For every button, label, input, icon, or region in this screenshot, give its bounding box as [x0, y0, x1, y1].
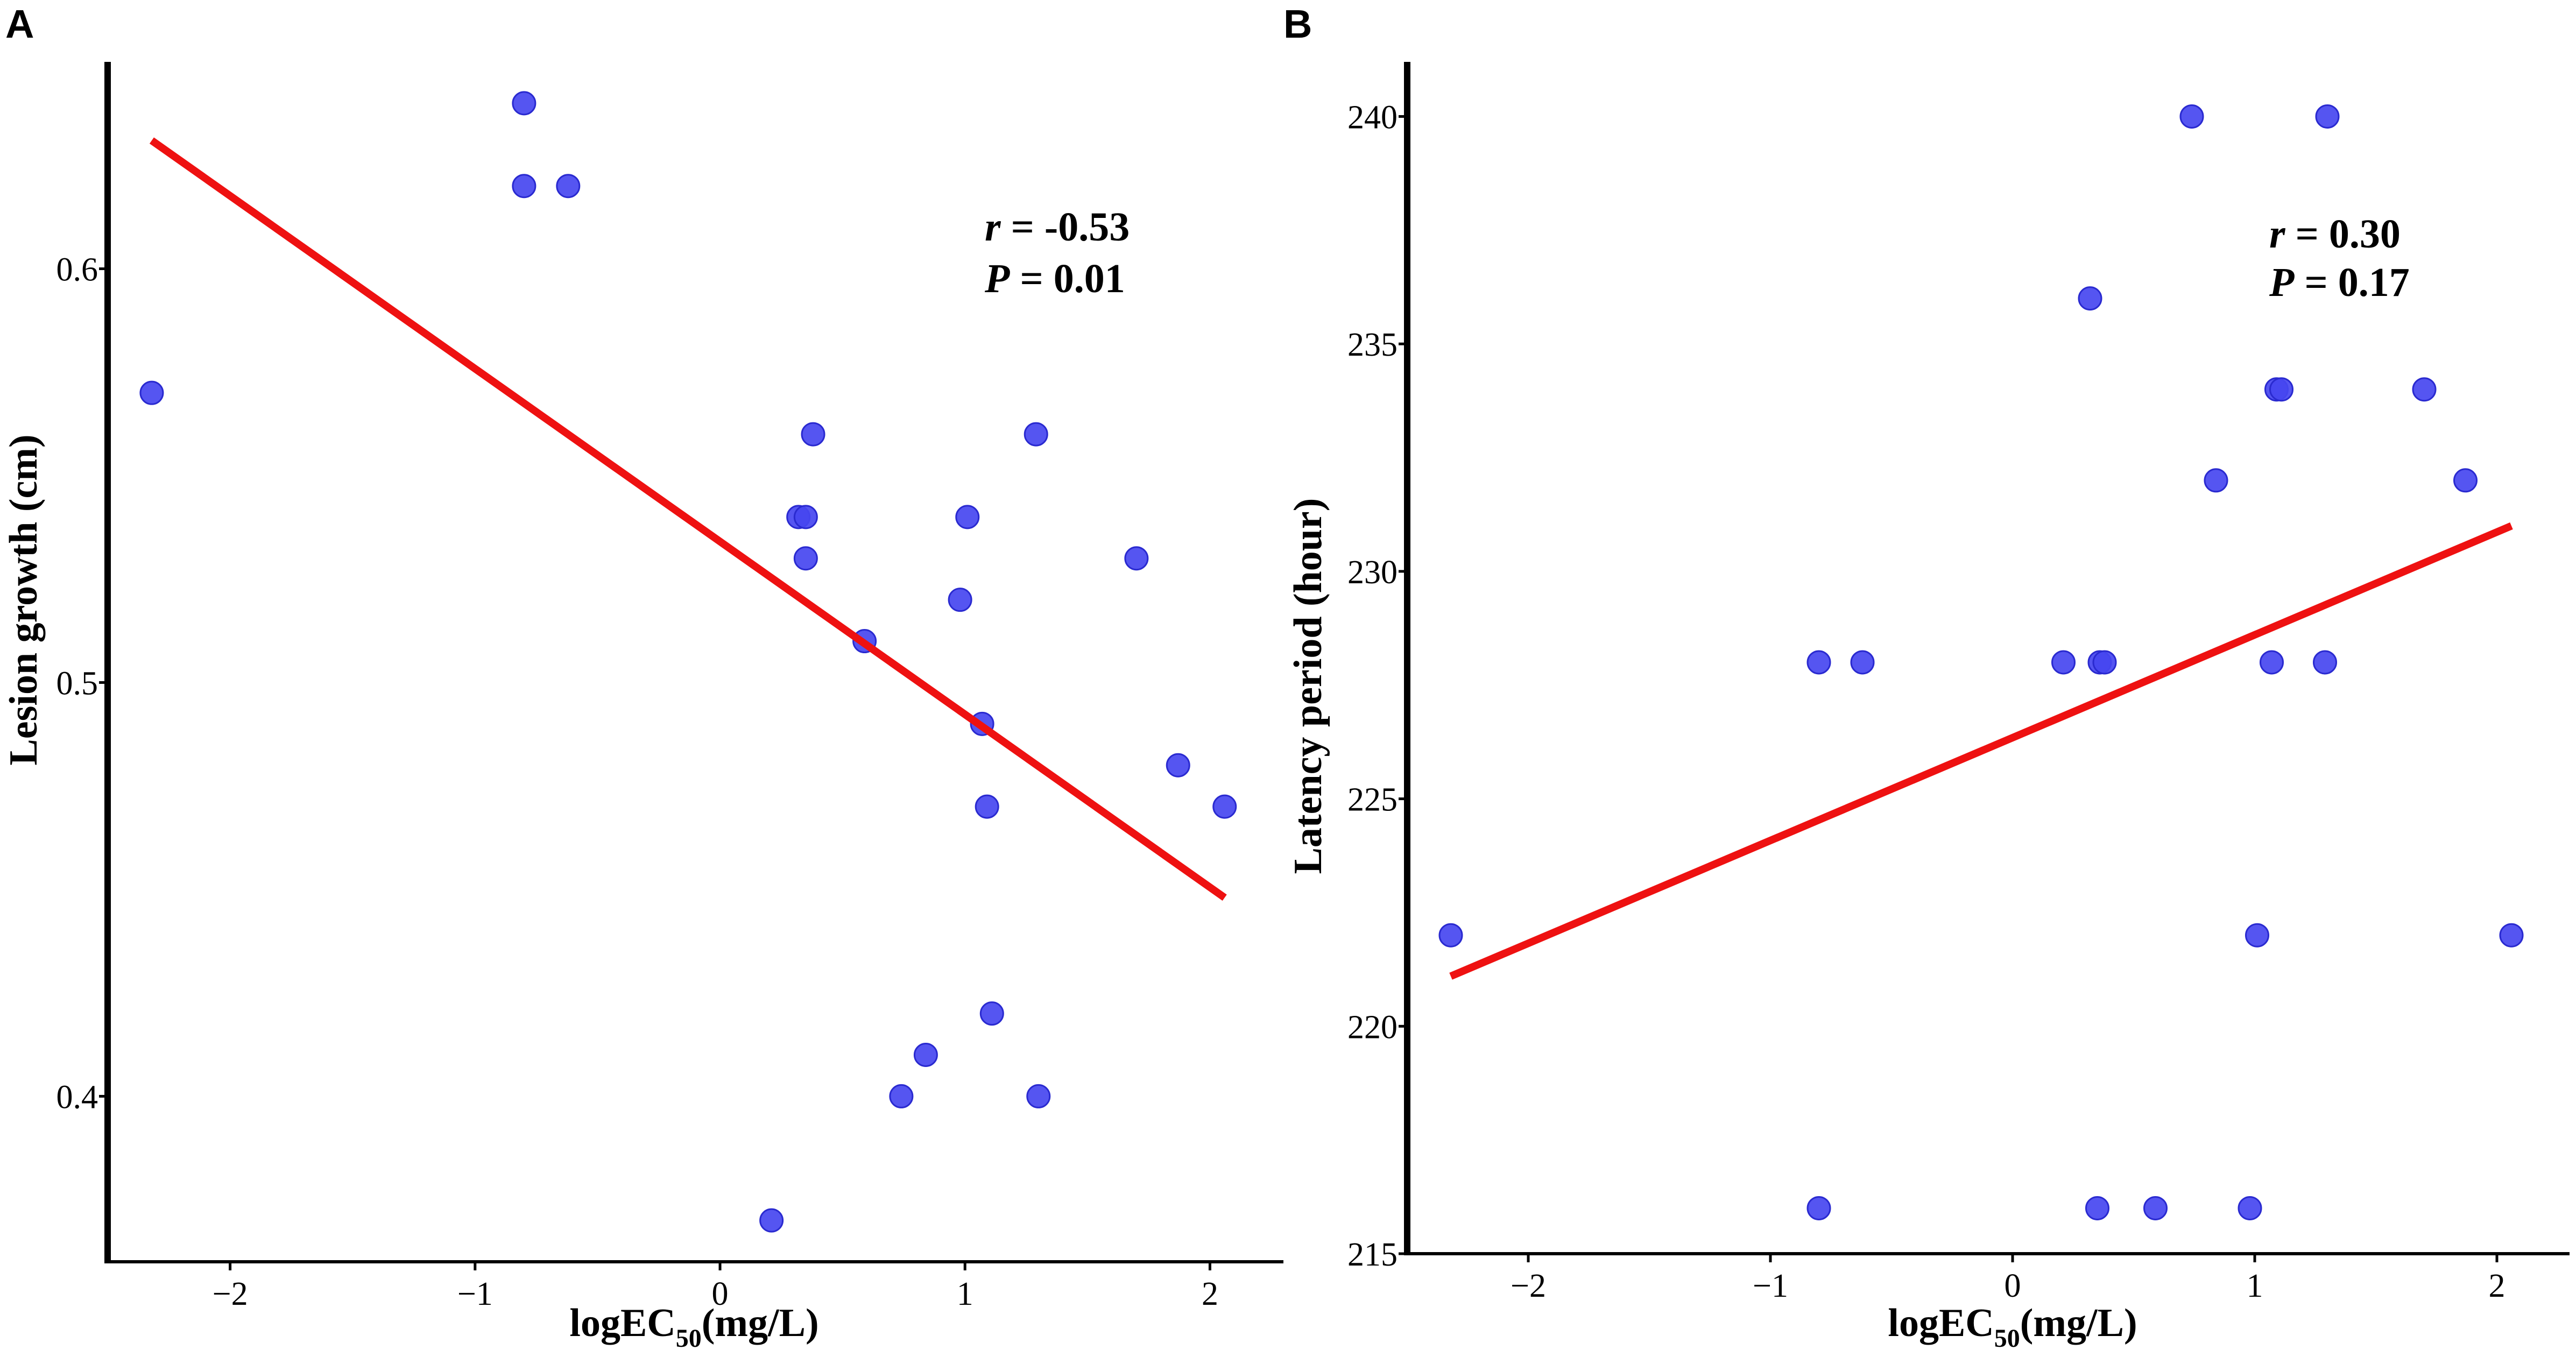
y-tick-label: 0.5: [57, 665, 98, 702]
regression-line: [1449, 522, 2513, 980]
x-tick-label: 0: [2005, 1268, 2021, 1304]
panel-b-p-label: P: [2269, 260, 2295, 305]
y-tick-label: 215: [1347, 1236, 1398, 1273]
y-tick-label: 230: [1347, 554, 1398, 591]
panel-b-ticks: −2 −1 0 1 2 215 220 225 230 235 240: [1347, 99, 2506, 1304]
x-tick-label: −1: [1753, 1268, 1788, 1304]
x-tick-label: −1: [457, 1276, 493, 1312]
panel-a-r-label: r: [985, 204, 1001, 250]
data-point: [1026, 1084, 1051, 1108]
data-point: [955, 505, 980, 529]
y-tick-label: 220: [1347, 1009, 1398, 1045]
panel-b-r-value: = 0.30: [2285, 211, 2401, 257]
data-point: [948, 588, 972, 612]
panel-b-ylabel: Latency period (hour): [1286, 498, 1330, 874]
data-point: [1166, 753, 1190, 778]
panel-a-fit: [149, 137, 1227, 901]
panel-a-xlabel-main: logEC: [569, 1301, 675, 1345]
data-point: [1850, 650, 1875, 675]
data-point: [801, 422, 825, 447]
data-point: [512, 91, 537, 116]
panel-b-plot-area: [1404, 62, 2570, 1255]
panel-b-xlabel-sub: 50: [1994, 1324, 2020, 1353]
panel-b-xlabel: logEC50(mg/L): [1888, 1301, 2137, 1353]
panel-b-xlabel-main: logEC: [1888, 1301, 1994, 1345]
data-point: [1806, 650, 1831, 675]
data-point: [1438, 923, 1463, 948]
panel-a-xlabel-sub: 50: [676, 1324, 702, 1353]
regression-line: [149, 137, 1227, 901]
y-tick-label: 0.6: [57, 251, 98, 288]
data-point: [2260, 650, 2284, 675]
data-point: [2078, 286, 2102, 311]
y-tick-label: 225: [1347, 782, 1398, 818]
data-point: [2499, 923, 2524, 948]
panel-b-letter: B: [1283, 2, 1312, 46]
x-tick-label: −2: [213, 1276, 248, 1312]
data-point: [913, 1043, 938, 1068]
panel-a-letter: A: [5, 2, 34, 46]
data-point: [2269, 377, 2293, 402]
x-tick-label: 2: [2489, 1268, 2506, 1304]
data-point: [759, 1208, 784, 1233]
data-point: [2313, 650, 2337, 675]
data-point: [793, 505, 818, 529]
data-point: [2092, 650, 2117, 675]
data-point: [2051, 650, 2076, 675]
data-point: [1212, 794, 1237, 819]
data-point: [1024, 422, 1048, 447]
y-tick-label: 0.4: [57, 1079, 98, 1115]
x-tick-label: 2: [1202, 1276, 1218, 1312]
data-point: [556, 174, 581, 199]
data-point: [889, 1084, 914, 1108]
panel-a-plot-area: [104, 62, 1283, 1263]
data-point: [2453, 468, 2478, 493]
panel-b-xlabel-unit: (mg/L): [2020, 1301, 2137, 1345]
data-point: [2143, 1196, 2168, 1220]
data-point: [139, 380, 164, 405]
panel-b-latency-period: B −2 −1 0 1 2 215 220 225 230 235 240 Latency peri…: [1283, 2, 2570, 1353]
panel-a-lesion-growth: A −2 −1 0 1 2 0.4 0.5 0.6 Lesion growth (cm) lo…: [2, 2, 1283, 1353]
x-tick-label: 1: [2247, 1268, 2263, 1304]
panel-b-points: [1438, 104, 2524, 1220]
data-point: [2315, 104, 2340, 129]
panel-b-p-stat: P = 0.17: [2269, 260, 2410, 305]
data-point: [2412, 377, 2437, 402]
y-tick-label: 240: [1347, 99, 1398, 136]
panel-a-points: [139, 91, 1237, 1233]
panel-b-p-value: = 0.17: [2294, 260, 2409, 305]
data-point: [979, 1001, 1004, 1026]
panel-a-r-value: = -0.53: [1001, 204, 1130, 250]
panel-a-p-value: = 0.01: [1010, 256, 1125, 301]
panel-b-r-stat: r = 0.30: [2269, 211, 2401, 257]
panel-a-p-label: P: [984, 256, 1010, 301]
data-point: [2085, 1196, 2109, 1220]
panel-a-xlabel: logEC50(mg/L): [569, 1301, 818, 1353]
data-point: [2238, 1196, 2262, 1220]
panel-a-ylabel: Lesion growth (cm): [2, 434, 46, 765]
data-point: [512, 174, 537, 199]
data-point: [2179, 104, 2204, 129]
data-point: [975, 794, 999, 819]
data-point: [1124, 546, 1149, 571]
y-tick-label: 235: [1347, 327, 1398, 363]
panel-a-xlabel-unit: (mg/L): [702, 1301, 819, 1345]
panel-b-r-label: r: [2269, 211, 2286, 257]
data-point: [2204, 468, 2228, 493]
data-point: [2245, 923, 2269, 948]
panel-a-r-stat: r = -0.53: [985, 204, 1130, 250]
data-point: [793, 546, 818, 571]
x-tick-label: 1: [957, 1276, 973, 1312]
panel-a-ticks: −2 −1 0 1 2 0.4 0.5 0.6: [57, 251, 1218, 1312]
x-tick-label: −2: [1511, 1268, 1546, 1304]
x-tick-label: 0: [712, 1276, 729, 1312]
panel-b-fit: [1449, 522, 2513, 980]
data-point: [1806, 1196, 1831, 1220]
panel-a-p-stat: P = 0.01: [984, 256, 1125, 301]
